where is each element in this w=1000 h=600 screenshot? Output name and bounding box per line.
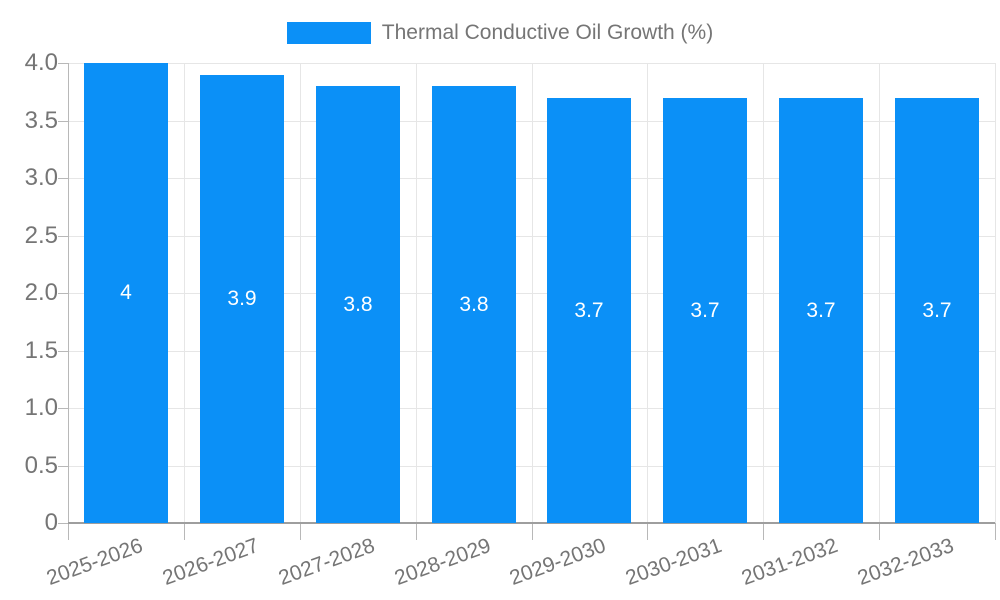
bar: [84, 63, 168, 523]
y-tick-label: 2.0: [24, 279, 58, 306]
x-gridline: [532, 63, 533, 523]
bar: [432, 86, 516, 523]
y-tick: [58, 236, 68, 237]
x-gridline: [879, 63, 880, 523]
x-tick: [879, 523, 880, 540]
legend-swatch: [286, 22, 371, 44]
bar: [547, 98, 631, 523]
x-gridline: [995, 63, 996, 523]
x-tick: [184, 523, 185, 540]
y-tick: [58, 466, 68, 467]
bar-value-label: 3.7: [690, 299, 720, 322]
x-gridline: [416, 63, 417, 523]
y-tick: [58, 351, 68, 352]
x-tick: [763, 523, 764, 540]
x-gridline: [763, 63, 764, 523]
bar-value-label: 3.7: [806, 299, 836, 322]
bar: [316, 86, 400, 523]
y-gridline: [68, 121, 995, 122]
legend-label: Thermal Conductive Oil Growth (%): [381, 21, 714, 44]
x-tick: [647, 523, 648, 540]
y-tick-label: 1.5: [24, 337, 58, 364]
bar-value-label: 3.8: [459, 293, 489, 316]
x-tick: [532, 523, 533, 540]
bar: [779, 98, 863, 523]
y-tick-label: 3.5: [24, 107, 58, 134]
y-tick: [58, 121, 68, 122]
y-tick-label: 1.0: [24, 394, 58, 421]
y-axis-line: [68, 63, 69, 523]
bar-value-label: 4: [120, 281, 132, 304]
y-tick: [58, 63, 68, 64]
x-tick: [300, 523, 301, 540]
legend: Thermal Conductive Oil Growth (%): [0, 21, 1000, 45]
y-gridline: [68, 178, 995, 179]
x-tick: [416, 523, 417, 540]
bar-value-label: 3.8: [343, 293, 373, 316]
x-axis-line: [68, 522, 995, 524]
bar-value-label: 3.7: [574, 299, 604, 322]
x-tick: [68, 523, 69, 540]
y-tick-label: 4.0: [24, 49, 58, 76]
x-gridline: [647, 63, 648, 523]
bar-value-label: 3.7: [922, 299, 952, 322]
y-tick: [58, 523, 68, 524]
bar: [895, 98, 979, 523]
bar-value-label: 3.9: [227, 287, 257, 310]
y-gridline: [68, 236, 995, 237]
y-tick-label: 2.5: [24, 222, 58, 249]
y-tick-label: 3.0: [24, 164, 58, 191]
y-tick: [58, 408, 68, 409]
bar: [663, 98, 747, 523]
y-gridline: [68, 351, 995, 352]
y-gridline: [68, 63, 995, 64]
y-tick-label: 0.5: [24, 452, 58, 479]
x-gridline: [300, 63, 301, 523]
y-tick: [58, 178, 68, 179]
x-gridline: [184, 63, 185, 523]
y-tick-label: 0: [44, 509, 58, 536]
bar: [200, 75, 284, 523]
y-tick: [58, 293, 68, 294]
y-gridline: [68, 293, 995, 294]
x-tick: [995, 523, 996, 540]
y-gridline: [68, 408, 995, 409]
y-gridline: [68, 466, 995, 467]
